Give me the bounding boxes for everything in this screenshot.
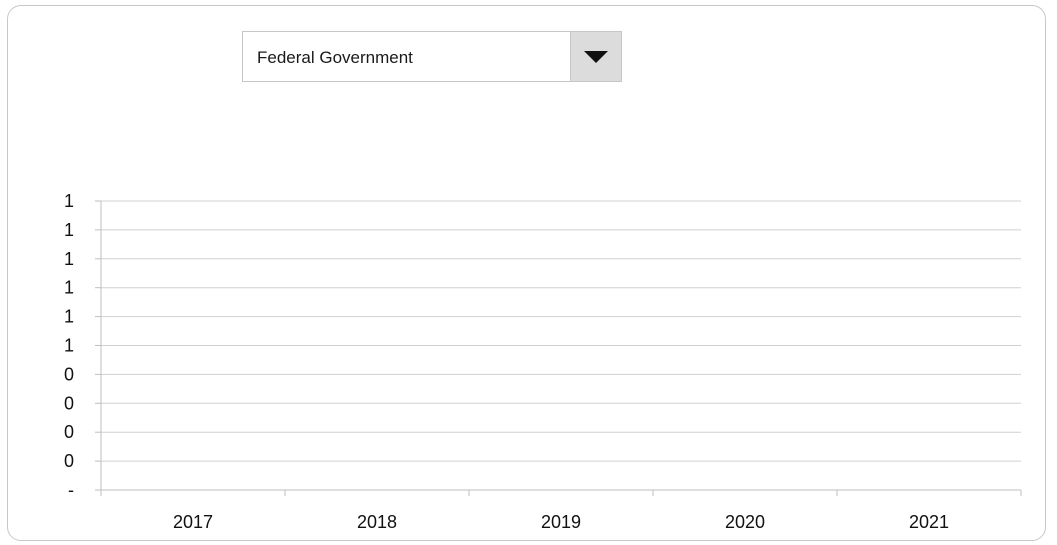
- y-tick-label: 1: [64, 336, 74, 356]
- y-tick-label: 0: [64, 364, 74, 384]
- x-tick-label: 2020: [725, 512, 765, 532]
- y-tick-label: 1: [64, 191, 74, 211]
- dropdown-toggle-button[interactable]: [570, 32, 621, 81]
- y-tick-label: 1: [64, 278, 74, 298]
- y-tick-label: 1: [64, 307, 74, 327]
- y-tick-label: 1: [64, 220, 74, 240]
- chart-card: [7, 5, 1046, 541]
- x-tick-label: 2019: [541, 512, 581, 532]
- y-tick-label: 1: [64, 249, 74, 269]
- chevron-down-icon: [584, 51, 608, 63]
- x-tick-label: 2021: [909, 512, 949, 532]
- category-dropdown[interactable]: Federal Government: [242, 31, 622, 82]
- x-tick-label: 2018: [357, 512, 397, 532]
- y-tick-label: 0: [64, 393, 74, 413]
- x-tick-label: 2017: [173, 512, 213, 532]
- y-tick-label: -: [68, 480, 74, 500]
- dropdown-selected-value: Federal Government: [257, 48, 413, 67]
- y-tick-label: 0: [64, 422, 74, 442]
- y-tick-label: 0: [64, 451, 74, 471]
